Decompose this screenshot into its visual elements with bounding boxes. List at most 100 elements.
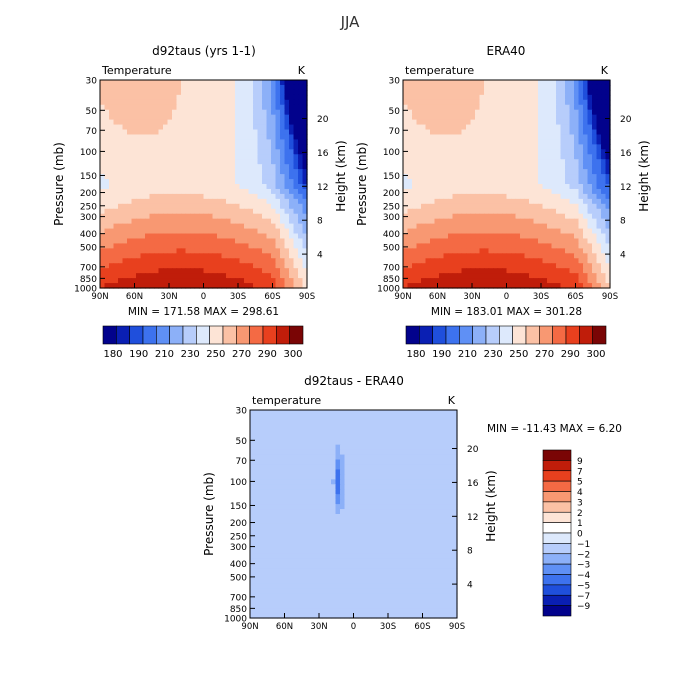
heatmap-cell bbox=[479, 233, 485, 240]
heatmap-cell bbox=[100, 223, 106, 230]
heatmap-cell bbox=[578, 154, 584, 160]
heatmap-cell bbox=[199, 263, 205, 269]
heatmap-cell bbox=[497, 198, 503, 205]
heatmap-cell bbox=[226, 164, 232, 170]
heatmap-cell bbox=[592, 258, 598, 264]
heatmap-cell bbox=[398, 464, 404, 471]
heatmap-cell bbox=[194, 193, 200, 200]
heatmap-cell bbox=[149, 208, 155, 215]
heatmap-cell bbox=[556, 164, 562, 170]
heatmap-cell bbox=[280, 268, 286, 274]
heatmap-cell bbox=[385, 434, 391, 441]
heatmap-cell bbox=[302, 179, 308, 185]
heatmap-cell bbox=[596, 233, 602, 240]
heatmap-cell bbox=[284, 243, 290, 249]
heatmap-cell bbox=[248, 198, 254, 205]
heatmap-cell bbox=[335, 499, 341, 505]
heatmap-cell bbox=[574, 134, 580, 141]
heatmap-cell bbox=[574, 243, 580, 249]
heatmap-cell bbox=[421, 213, 427, 220]
heatmap-cell bbox=[497, 283, 503, 289]
heatmap-cell bbox=[452, 263, 458, 269]
heatmap-cell bbox=[475, 154, 481, 160]
heatmap-cell bbox=[466, 159, 472, 165]
heatmap-cell bbox=[149, 248, 155, 254]
heatmap-cell bbox=[290, 449, 296, 456]
heatmap-cell bbox=[176, 159, 182, 165]
heatmap-cell bbox=[488, 124, 494, 131]
heatmap-cell bbox=[113, 218, 119, 225]
heatmap-cell bbox=[298, 80, 304, 86]
heatmap-cell bbox=[272, 410, 278, 416]
heatmap-cell bbox=[434, 218, 440, 225]
heatmap-cell bbox=[452, 444, 458, 451]
heatmap-cell bbox=[194, 238, 200, 245]
heatmap-cell bbox=[221, 193, 227, 200]
heatmap-cell bbox=[263, 459, 269, 466]
heatmap-cell bbox=[253, 223, 259, 230]
heatmap-cell bbox=[118, 94, 124, 101]
heatmap-cell bbox=[515, 99, 521, 106]
heatmap-cell bbox=[149, 233, 155, 240]
heatmap-cell bbox=[407, 238, 413, 245]
heatmap-cell bbox=[308, 509, 314, 515]
heatmap-cell bbox=[529, 243, 535, 249]
heatmap-cell bbox=[118, 243, 124, 249]
heatmap-cell bbox=[596, 169, 602, 175]
heatmap-cell bbox=[542, 129, 548, 136]
heatmap-cell bbox=[230, 268, 236, 274]
heatmap-cell bbox=[443, 479, 449, 485]
heatmap-cell bbox=[515, 248, 521, 254]
heatmap-cell bbox=[461, 268, 467, 274]
heatmap-cell bbox=[298, 193, 304, 200]
heatmap-cell bbox=[268, 459, 274, 466]
heatmap-cell bbox=[592, 253, 598, 259]
heatmap-cell bbox=[479, 149, 485, 155]
heatmap-cell bbox=[149, 188, 155, 195]
heatmap-cell bbox=[416, 119, 422, 126]
heatmap-cell bbox=[457, 134, 463, 141]
heatmap-cell bbox=[403, 469, 409, 475]
heatmap-cell bbox=[547, 164, 553, 170]
heatmap-cell bbox=[434, 149, 440, 155]
heatmap-cell bbox=[322, 419, 328, 426]
heatmap-cell bbox=[578, 169, 584, 175]
heatmap-cell bbox=[340, 464, 346, 471]
heatmap-cell bbox=[313, 439, 319, 446]
heatmap-cell bbox=[230, 283, 236, 289]
heatmap-cell bbox=[244, 144, 250, 150]
heatmap-cell bbox=[407, 174, 413, 180]
heatmap-cell bbox=[190, 218, 196, 225]
y-axis-label: Pressure (mb) bbox=[52, 142, 66, 226]
heatmap-cell bbox=[511, 174, 517, 180]
heatmap-cell bbox=[118, 278, 124, 284]
heatmap-cell bbox=[439, 154, 445, 160]
heatmap-cell bbox=[515, 223, 521, 230]
legend-label: 270 bbox=[232, 349, 251, 360]
heatmap-cell bbox=[511, 268, 517, 274]
heatmap-cell bbox=[380, 499, 386, 505]
heatmap-cell bbox=[221, 84, 227, 91]
heatmap-cell bbox=[149, 213, 155, 220]
heatmap-cell bbox=[257, 243, 263, 249]
heatmap-cell bbox=[353, 469, 359, 475]
heatmap-cell bbox=[259, 414, 265, 421]
heatmap-cell bbox=[448, 419, 454, 426]
heatmap-cell bbox=[542, 258, 548, 264]
heatmap-cell bbox=[439, 484, 445, 490]
heatmap-cell bbox=[587, 99, 593, 106]
heatmap-cell bbox=[596, 243, 602, 249]
heatmap-cell bbox=[293, 188, 299, 195]
heatmap-cell bbox=[457, 233, 463, 240]
heatmap-cell bbox=[574, 104, 580, 111]
heatmap-cell bbox=[271, 109, 277, 116]
heatmap-cell bbox=[439, 203, 445, 210]
heatmap-cell bbox=[176, 184, 182, 190]
heatmap-cell bbox=[565, 184, 571, 190]
heatmap-cell bbox=[257, 268, 263, 274]
heatmap-cell bbox=[176, 144, 182, 150]
heatmap-cell bbox=[488, 203, 494, 210]
heatmap-cell bbox=[127, 208, 133, 215]
heatmap-cell bbox=[416, 129, 422, 136]
heatmap-cell bbox=[100, 248, 106, 254]
